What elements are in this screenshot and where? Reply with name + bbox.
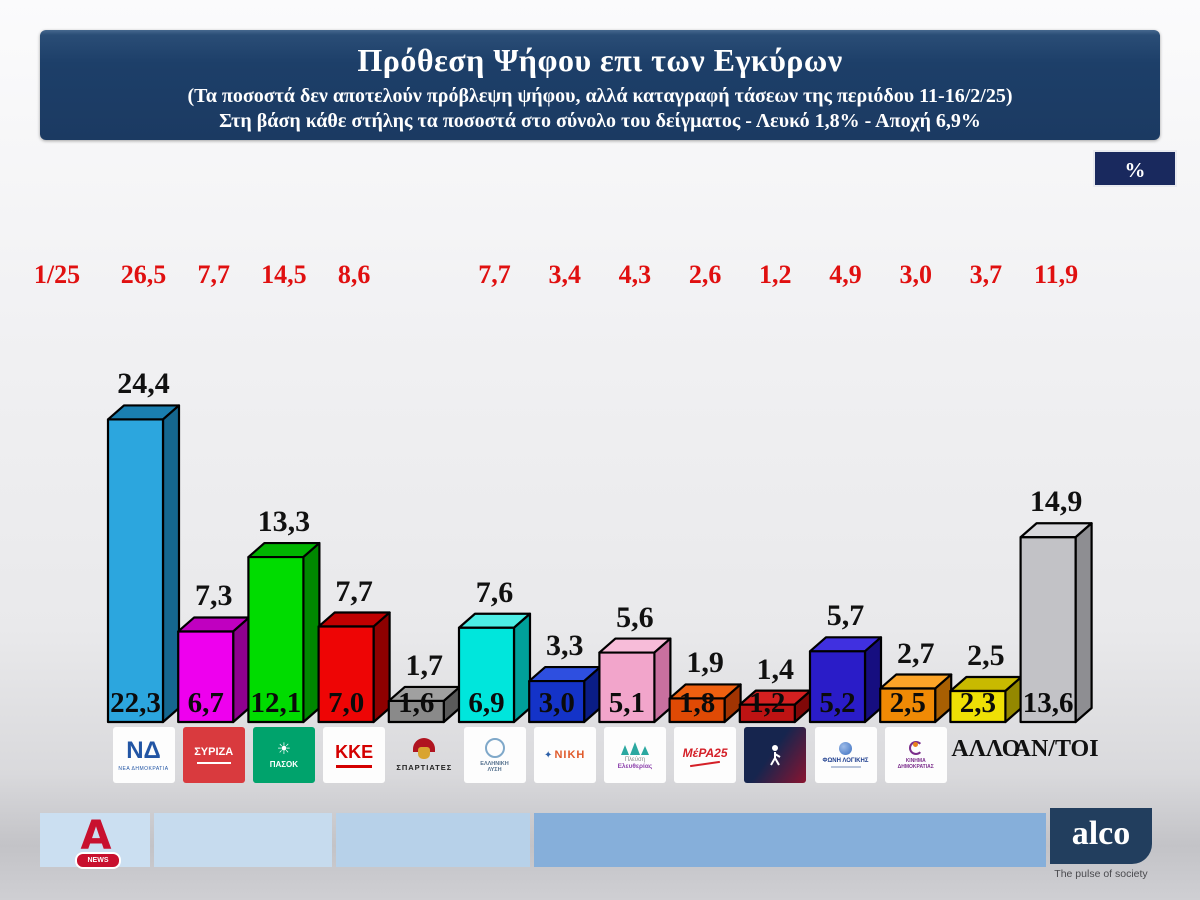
bar-inner-label: 7,0 bbox=[327, 687, 365, 719]
bar-top-label: 1,4 bbox=[756, 652, 795, 686]
prev-value-label: 4,9 bbox=[829, 260, 862, 289]
logo-rule bbox=[336, 765, 373, 768]
bar bbox=[738, 689, 812, 724]
sun-icon: ☀ bbox=[276, 740, 292, 758]
bar-inner-label: 5,1 bbox=[608, 687, 646, 719]
bar-inner-label: 22,3 bbox=[110, 687, 161, 719]
prev-value-label: 7,7 bbox=[197, 260, 230, 289]
bar-inner-label: 6,7 bbox=[187, 687, 224, 719]
prev-value-label: 3,7 bbox=[969, 260, 1003, 289]
bar-top-label: 1,9 bbox=[686, 646, 724, 680]
logo-rule bbox=[196, 762, 231, 764]
alpha-news-pill: NEWS bbox=[75, 852, 121, 869]
bar-top-label: 24,4 bbox=[117, 367, 170, 401]
bar bbox=[528, 665, 602, 724]
previous-period-label: 1/25 bbox=[33, 260, 81, 289]
alpha-news-logo: Α NEWS bbox=[70, 813, 122, 869]
prev-value-label: 7,7 bbox=[478, 260, 511, 289]
bar bbox=[949, 675, 1023, 724]
party-logo: ☀ ΠΑΣΟΚ bbox=[252, 727, 315, 783]
bar bbox=[106, 404, 181, 724]
party-logo: ΚΚΕ bbox=[323, 727, 386, 783]
walking-figure-icon bbox=[770, 745, 781, 766]
bar-top-label: 5,7 bbox=[826, 599, 865, 633]
bar bbox=[457, 612, 532, 724]
bar-top-label: 2,5 bbox=[967, 639, 1005, 672]
bar-inner-label: 2,3 bbox=[959, 687, 997, 719]
bar-inner-label: 1,2 bbox=[749, 687, 786, 719]
bar bbox=[177, 616, 251, 724]
party-logo: ΣΥΡΙΖΑ bbox=[182, 727, 245, 783]
party-logo: ΕΛΛΗΝΙΚΗ ΛΥΣΗ bbox=[463, 727, 526, 783]
bar-top-label: 3,3 bbox=[545, 629, 584, 663]
percent-unit-badge: % bbox=[1093, 150, 1177, 187]
compass-icon: ✦ bbox=[544, 749, 553, 761]
bar-top-label: 1,7 bbox=[405, 648, 444, 682]
bar-inner-label: 1,8 bbox=[678, 687, 716, 719]
bar bbox=[598, 637, 672, 724]
bar-inner-label: 12,1 bbox=[250, 687, 302, 719]
bar-inner-label: 1,6 bbox=[398, 687, 435, 719]
footer-segment bbox=[154, 813, 332, 867]
movement-emblem-icon bbox=[908, 740, 923, 755]
circle-emblem-icon bbox=[484, 737, 505, 758]
bar-top-label: 2,7 bbox=[896, 636, 935, 670]
footer-segment bbox=[336, 813, 530, 867]
bar bbox=[668, 683, 742, 724]
spartan-helmet-icon bbox=[411, 738, 437, 760]
prev-value-label: 8,6 bbox=[337, 260, 371, 289]
prev-value-label: 14,5 bbox=[261, 260, 307, 289]
category-label: ΑΛΛΟ bbox=[951, 736, 1021, 762]
prev-value-label: 3,0 bbox=[899, 260, 932, 289]
prev-value-label: 3,4 bbox=[548, 260, 581, 289]
party-logo: ΝΔ ΝΕΑ ΔΗΜΟΚΡΑΤΙΑ bbox=[112, 727, 175, 783]
bar bbox=[1019, 522, 1093, 724]
party-logo bbox=[744, 727, 807, 783]
bar-inner-label: 2,5 bbox=[889, 687, 926, 719]
prev-value-label: 4,3 bbox=[618, 260, 652, 289]
alco-tagline: The pulse of society bbox=[1054, 868, 1148, 880]
swoosh-icon bbox=[690, 760, 721, 767]
bar-top-label: 7,7 bbox=[335, 574, 373, 608]
party-logo: ΜέΡΑ25 bbox=[674, 727, 737, 783]
prev-value-label: 1,2 bbox=[759, 260, 792, 289]
header-subtitle-2: Στη βάση κάθε στήλης τα ποσοστά στο σύνο… bbox=[219, 110, 981, 132]
bar-top-label: 7,6 bbox=[475, 575, 514, 609]
bar bbox=[808, 636, 883, 724]
alpha-letter-icon: Α bbox=[80, 813, 112, 859]
bar-top-label: 13,3 bbox=[257, 505, 311, 539]
sailboat-icon bbox=[620, 741, 649, 755]
category-label: ΑΝ/ΤΟΙ bbox=[1013, 736, 1099, 762]
prev-value-label: 11,9 bbox=[1034, 260, 1079, 289]
party-logo: ΚΙΝΗΜΑ ΔΗΜΟΚΡΑΤΙΑΣ bbox=[884, 727, 947, 783]
bar-top-label: 14,9 bbox=[1029, 485, 1083, 519]
page-title: Πρόθεση Ψήφου επι των Εγκύρων bbox=[357, 42, 843, 78]
prev-value-label: 26,5 bbox=[120, 260, 167, 289]
bar bbox=[387, 685, 461, 724]
party-logo: ΣΠΑΡΤΙΑΤΕΣ bbox=[393, 727, 455, 783]
header-banner: Πρόθεση Ψήφου επι των Εγκύρων (Τα ποσοστ… bbox=[40, 30, 1160, 140]
prev-value-label: 2,6 bbox=[688, 260, 722, 289]
nd-monogram-icon: ΝΔ bbox=[126, 736, 161, 764]
bar bbox=[879, 673, 953, 724]
party-logo: ΦΩΝΗ ΛΟΓΙΚΗΣ bbox=[814, 727, 877, 783]
party-logo: Πλεύση Ελευθερίας bbox=[603, 727, 666, 783]
header-subtitle-1: (Τα ποσοστά δεν αποτελούν πρόβλεψη ψήφου… bbox=[187, 85, 1013, 107]
footer-segment bbox=[534, 813, 1046, 867]
bar-top-label: 7,3 bbox=[194, 579, 233, 613]
globe-icon bbox=[839, 742, 852, 755]
bar-top-label: 5,6 bbox=[616, 600, 654, 634]
alco-logo: alco bbox=[1050, 808, 1152, 864]
bar-inner-label: 6,9 bbox=[468, 687, 505, 719]
bar-inner-label: 3,0 bbox=[538, 687, 575, 719]
logo-rule bbox=[830, 766, 861, 768]
bar-inner-label: 13,6 bbox=[1022, 687, 1074, 719]
bar-inner-label: 5,2 bbox=[819, 687, 856, 719]
party-logo: ✦ ΝΙΚΗ bbox=[533, 727, 596, 783]
